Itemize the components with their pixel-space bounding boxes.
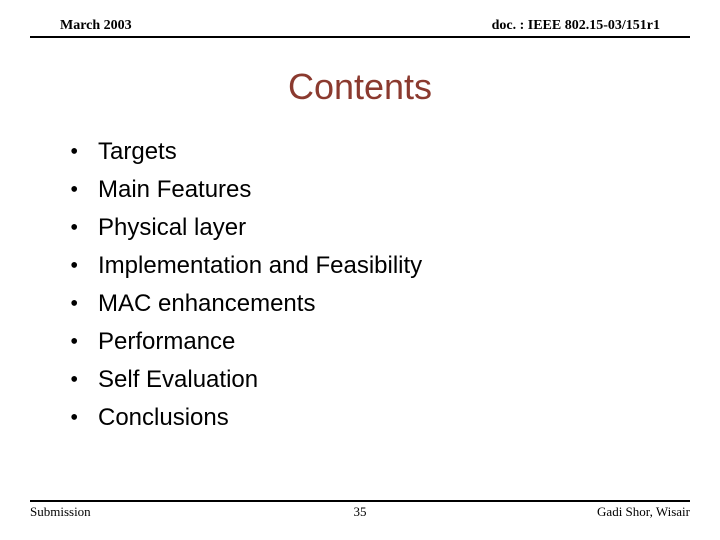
- item-label: Self Evaluation: [98, 366, 258, 394]
- bullet-icon: •: [70, 405, 98, 432]
- list-item: •Main Features: [70, 176, 720, 204]
- bullet-icon: •: [70, 253, 98, 280]
- list-item: •Performance: [70, 328, 720, 356]
- list-item: •MAC enhancements: [70, 290, 720, 318]
- contents-list: •Targets •Main Features •Physical layer …: [0, 138, 720, 432]
- item-label: Implementation and Feasibility: [98, 252, 422, 280]
- header-date: March 2003: [60, 18, 132, 34]
- page-title: Contents: [0, 66, 720, 108]
- list-item: •Targets: [70, 138, 720, 166]
- footer-left: Submission: [30, 504, 91, 520]
- item-label: Targets: [98, 138, 177, 166]
- item-label: MAC enhancements: [98, 290, 315, 318]
- bullet-icon: •: [70, 329, 98, 356]
- item-label: Main Features: [98, 176, 251, 204]
- footer-page-number: 35: [354, 504, 367, 520]
- list-item: •Conclusions: [70, 404, 720, 432]
- list-item: •Implementation and Feasibility: [70, 252, 720, 280]
- item-label: Performance: [98, 328, 235, 356]
- bullet-icon: •: [70, 215, 98, 242]
- item-label: Physical layer: [98, 214, 246, 242]
- bullet-icon: •: [70, 177, 98, 204]
- bullet-icon: •: [70, 367, 98, 394]
- header-docref: doc. : IEEE 802.15-03/151r1: [492, 18, 660, 34]
- footer-bar: Submission 35 Gadi Shor, Wisair: [30, 500, 690, 520]
- bullet-icon: •: [70, 139, 98, 166]
- bullet-icon: •: [70, 291, 98, 318]
- list-item: •Physical layer: [70, 214, 720, 242]
- item-label: Conclusions: [98, 404, 229, 432]
- list-item: •Self Evaluation: [70, 366, 720, 394]
- footer-right: Gadi Shor, Wisair: [597, 504, 690, 520]
- header-bar: March 2003 doc. : IEEE 802.15-03/151r1: [30, 0, 690, 38]
